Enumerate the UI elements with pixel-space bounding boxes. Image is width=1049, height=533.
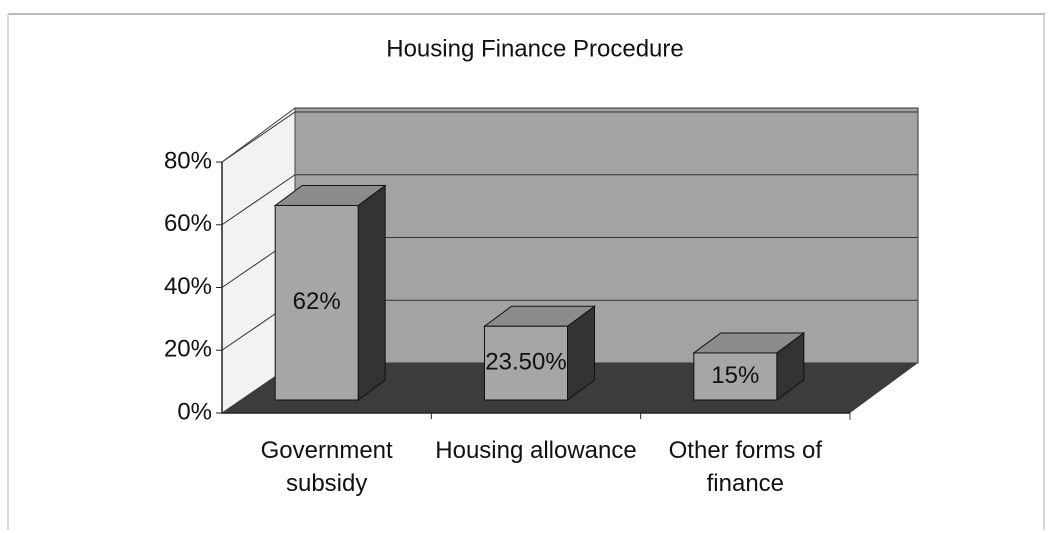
y-tick-label: 40% — [164, 273, 212, 300]
x-tick-label: Housing allowance — [435, 437, 637, 464]
value-label: 62% — [293, 288, 341, 315]
y-tick-label: 80% — [164, 147, 212, 174]
bar-side — [357, 184, 386, 401]
y-tick-label: 0% — [177, 398, 212, 425]
x-tick-label: Government subsidy — [260, 437, 393, 497]
value-label: 15% — [711, 362, 759, 389]
bar — [274, 204, 359, 401]
bar — [484, 325, 568, 401]
y-tick-label: 60% — [164, 210, 212, 237]
grid-line — [221, 174, 296, 226]
chart-title: Housing Finance Procedure — [386, 35, 684, 62]
y-tick-label: 20% — [164, 336, 212, 363]
bar — [693, 352, 778, 401]
x-tick-label: Other forms of finance — [668, 437, 823, 497]
back-wall — [294, 107, 919, 364]
value-label: 23.50% — [485, 348, 566, 375]
grid-line — [221, 111, 296, 163]
